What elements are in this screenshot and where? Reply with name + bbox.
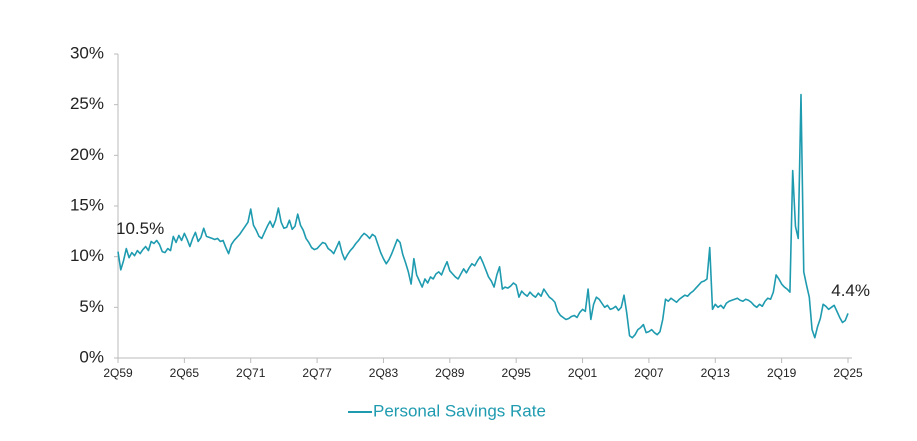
x-tick-label: 2Q13 <box>701 366 731 380</box>
x-tick-label: 2Q59 <box>103 366 133 380</box>
y-tick-label: 30% <box>70 43 104 62</box>
legend-label: Personal Savings Rate <box>373 401 546 420</box>
y-tick-label: 20% <box>70 145 104 164</box>
y-tick-label: 5% <box>79 297 104 316</box>
x-tick-label: 2Q07 <box>634 366 664 380</box>
x-tick-label: 2Q19 <box>767 366 797 380</box>
x-tick-label: 2Q89 <box>435 366 465 380</box>
series-line <box>117 93 849 339</box>
x-tick-label: 2Q25 <box>833 366 863 380</box>
x-tick-label: 2Q71 <box>236 366 266 380</box>
y-tick-label: 0% <box>79 347 104 366</box>
x-tick-label: 2Q95 <box>502 366 532 380</box>
y-tick-label: 25% <box>70 94 104 113</box>
x-tick-label: 2Q77 <box>302 366 332 380</box>
x-tick-label: 2Q01 <box>568 366 598 380</box>
data-label: 4.4% <box>831 281 870 300</box>
y-tick-label: 10% <box>70 246 104 265</box>
data-label: 10.5% <box>116 219 164 238</box>
y-tick-label: 15% <box>70 195 104 214</box>
x-tick-label: 2Q83 <box>369 366 399 380</box>
x-tick-label: 2Q65 <box>170 366 200 380</box>
